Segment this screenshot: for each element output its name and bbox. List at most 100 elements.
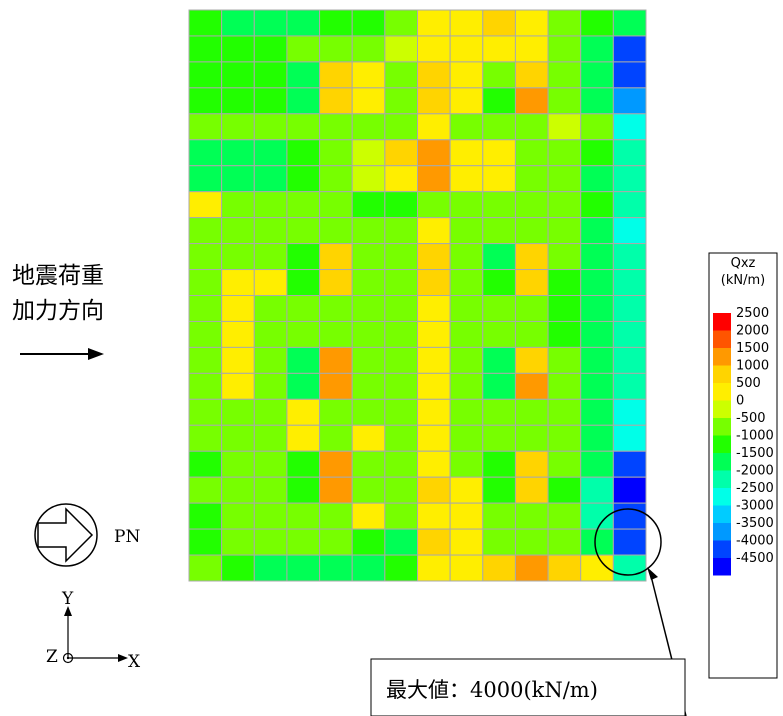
heatmap-cell	[319, 346, 353, 374]
heatmap-cell	[384, 424, 418, 452]
axis-indicator-icon	[62, 606, 128, 664]
heatmap-cell	[188, 554, 223, 582]
max-value-callout: 最大値：4000(kN/m)	[370, 658, 686, 716]
heatmap-cell	[384, 87, 418, 115]
max-value-arrowhead	[647, 567, 658, 580]
heatmap-cell	[351, 243, 386, 271]
heatmap-cell	[286, 424, 321, 452]
legend-tick-label: -2500	[736, 481, 774, 496]
legend-tick-label: -2000	[736, 464, 774, 479]
heatmap-cell	[253, 243, 288, 271]
heatmap-cell	[286, 113, 321, 141]
heatmap-cell	[286, 217, 321, 245]
heatmap-cell	[384, 217, 418, 245]
heatmap-cell	[253, 295, 288, 322]
heatmap-cell	[612, 165, 647, 193]
heatmap-cell	[612, 450, 647, 478]
heatmap-cell	[612, 528, 647, 556]
heatmap-cell	[417, 450, 451, 478]
heatmap-cell	[449, 9, 484, 37]
heatmap-cell	[449, 372, 484, 400]
heatmap-cell	[188, 269, 223, 296]
heatmap-cell	[547, 35, 582, 63]
heatmap-cell	[351, 320, 386, 348]
heatmap-cell	[580, 398, 614, 426]
heatmap-cell	[612, 295, 647, 322]
heatmap-cell	[417, 9, 451, 37]
heatmap-cell	[188, 424, 223, 452]
color-legend: Qxz (kN/m) 2500 2000 1500 1000 500 0 -500 -1000…	[708, 252, 778, 679]
heatmap-cell	[612, 217, 647, 245]
heatmap-cell	[351, 424, 386, 452]
heatmap-cell	[547, 61, 582, 89]
heatmap-cell	[351, 372, 386, 400]
max-value-text: 最大値：4000(kN/m)	[386, 678, 598, 702]
heatmap-cell	[286, 61, 321, 89]
heatmap-cell	[612, 398, 647, 426]
heatmap-cell	[417, 61, 451, 89]
heatmap-cell	[482, 61, 516, 89]
heatmap-cell	[351, 476, 386, 504]
heatmap-cell	[580, 346, 614, 374]
legend-swatch	[713, 470, 731, 488]
heatmap-cell	[253, 35, 288, 63]
heatmap-grid	[188, 9, 647, 582]
heatmap-cell	[286, 295, 321, 322]
heatmap-cell	[547, 295, 582, 322]
heatmap-cell	[253, 320, 288, 348]
heatmap-cell	[612, 372, 647, 400]
heatmap-cell	[351, 9, 386, 37]
heatmap-cell	[580, 87, 614, 115]
legend-swatch	[713, 488, 731, 506]
heatmap-cell	[286, 243, 321, 271]
heatmap-cell	[514, 61, 549, 89]
heatmap-cell	[351, 61, 386, 89]
heatmap-cell	[221, 165, 255, 193]
heatmap-cell	[482, 372, 516, 400]
legend-swatch	[713, 540, 731, 558]
heatmap-cell	[384, 269, 418, 296]
heatmap-cell	[482, 217, 516, 245]
heatmap-cell	[384, 113, 418, 141]
heatmap-cell	[580, 191, 614, 219]
heatmap-cell	[221, 398, 255, 426]
heatmap-cell	[384, 35, 418, 63]
heatmap-cell	[351, 502, 386, 530]
heatmap-cell	[514, 450, 549, 478]
heatmap-cell	[514, 269, 549, 296]
heatmap-cell	[319, 191, 353, 219]
pn-label: PN	[114, 527, 140, 547]
heatmap-cell	[384, 528, 418, 556]
heatmap-cell	[612, 87, 647, 115]
heatmap-cell	[253, 87, 288, 115]
heatmap-cell	[514, 87, 549, 115]
heatmap-cell	[449, 139, 484, 167]
heatmap-cell	[188, 243, 223, 271]
heatmap-cell	[253, 139, 288, 167]
heatmap-cell	[547, 424, 582, 452]
heatmap-cell	[221, 139, 255, 167]
heatmap-cell	[351, 398, 386, 426]
heatmap-cell	[351, 35, 386, 63]
heatmap-cell	[547, 346, 582, 374]
heatmap-cell	[384, 61, 418, 89]
heatmap-cell	[384, 243, 418, 271]
heatmap-cell	[580, 61, 614, 89]
heatmap-cell	[384, 9, 418, 37]
heatmap-cell	[482, 424, 516, 452]
heatmap-cell	[253, 476, 288, 504]
heatmap-cell	[319, 476, 353, 504]
heatmap-cell	[253, 528, 288, 556]
heatmap-cell	[286, 398, 321, 426]
legend-tick-label: 2000	[736, 324, 769, 339]
heatmap-cell	[286, 502, 321, 530]
heatmap-cell	[547, 528, 582, 556]
heatmap-cell	[319, 113, 353, 141]
heatmap-cell	[514, 424, 549, 452]
heatmap-cell	[351, 346, 386, 374]
heatmap-cell	[188, 61, 223, 89]
heatmap-cell	[286, 320, 321, 348]
heatmap-cell	[449, 243, 484, 271]
legend-tick-label: -1000	[736, 429, 774, 444]
heatmap-cell	[188, 528, 223, 556]
